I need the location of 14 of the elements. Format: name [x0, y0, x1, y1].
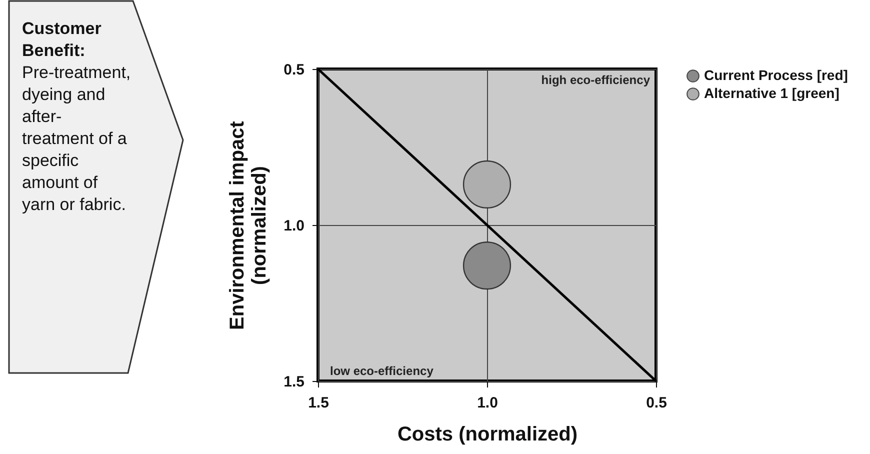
annotation: high eco-efficiency	[541, 73, 650, 87]
legend-label: Current Process [red]	[704, 67, 848, 83]
y-tick-label: 0.5	[284, 62, 304, 78]
x-tick-label: 0.5	[646, 394, 667, 412]
x-tick-label: 1.0	[477, 394, 498, 412]
legend-label: Alternative 1 [green]	[704, 85, 840, 101]
x-axis-title: Costs (normalized)	[397, 424, 578, 446]
y-axis-title: Environmental impact (normalized)	[226, 120, 271, 330]
text: Pre-treatment, dyeing and after-treatment of a specific amount of yarn or fabric.	[22, 63, 131, 214]
text: Customer Benefit:	[22, 19, 102, 60]
annotation: low eco-efficiency	[330, 364, 434, 378]
y-tick-label: 1.0	[284, 218, 304, 234]
x-tick-label: 1.5	[308, 394, 329, 412]
y-tick-label: 1.5	[284, 374, 304, 390]
